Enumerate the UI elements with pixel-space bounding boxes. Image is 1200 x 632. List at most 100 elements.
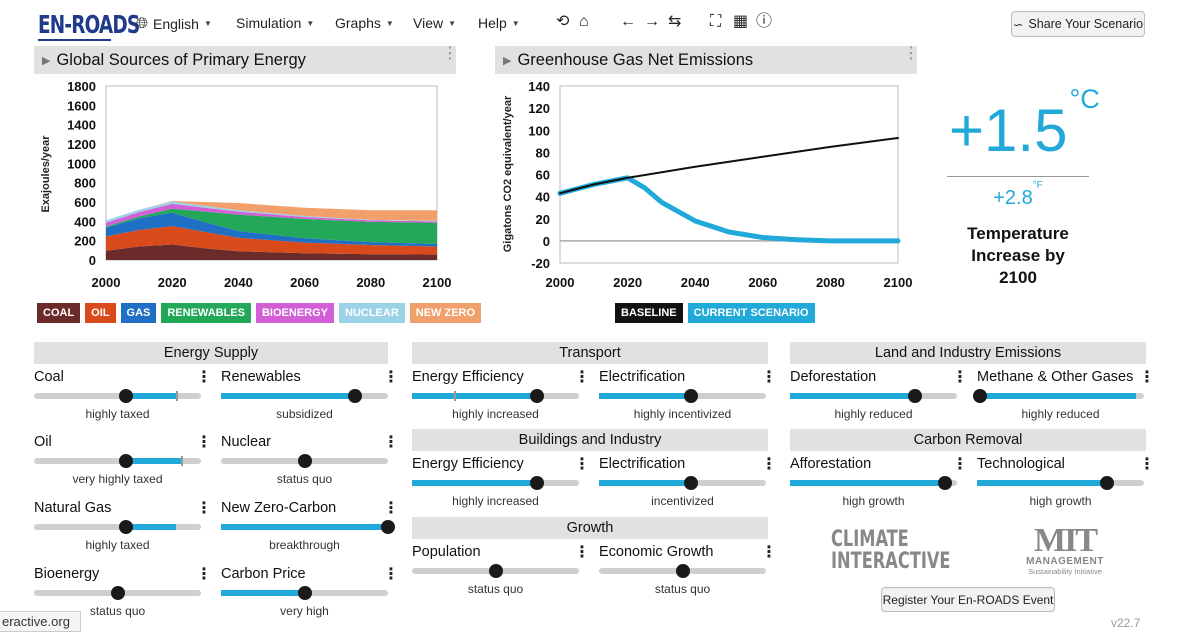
expand-triangle-icon[interactable]: ▶ [42, 54, 51, 67]
slider-menu-kebab-icon[interactable]: ⋮ [196, 369, 212, 386]
slider-label: Afforestation [790, 456, 872, 472]
climate-interactive-logo[interactable]: CLIMATE INTERACTIVE [831, 529, 977, 573]
slider-menu-kebab-icon[interactable]: ⋮ [1139, 369, 1155, 386]
slider-thumb[interactable] [110, 586, 125, 600]
slider-menu-kebab-icon[interactable]: ⋮ [574, 456, 590, 473]
slider-thumb[interactable] [297, 586, 312, 600]
expand-triangle-icon[interactable]: ▶ [503, 54, 512, 67]
slider-thumb[interactable] [938, 476, 953, 490]
legend-baseline[interactable]: BASELINE [615, 303, 683, 323]
slider-menu-kebab-icon[interactable]: ⋮ [574, 544, 590, 561]
slider-thumb[interactable] [118, 520, 133, 534]
slider-track[interactable] [221, 454, 388, 468]
primary-energy-graph-header[interactable]: ▶ Global Sources of Primary Energy ⋮ [34, 45, 458, 74]
slider-label: New Zero-Carbon [221, 500, 337, 516]
legend-renewables[interactable]: RENEWABLES [161, 303, 251, 323]
y-tick-label: 1600 [67, 98, 96, 113]
swap-icon[interactable]: ⇆ [668, 13, 682, 30]
slider-menu-kebab-icon[interactable]: ⋮ [196, 500, 212, 517]
slider-menu-kebab-icon[interactable]: ⋮ [574, 369, 590, 386]
slider-menu-kebab-icon[interactable]: ⋮ [196, 566, 212, 583]
y-tick-label: 0 [89, 253, 96, 268]
emissions-graph-header[interactable]: ▶ Greenhouse Gas Net Emissions ⋮ [495, 45, 919, 74]
slider-menu-kebab-icon[interactable]: ⋮ [761, 456, 777, 473]
en-roads-logo[interactable]: EN-ROADS [38, 10, 140, 39]
mit-management-logo[interactable]: MIT MANAGEMENT Sustainability Initiative [1015, 524, 1115, 577]
slider-menu-kebab-icon[interactable]: ⋮ [383, 369, 399, 386]
slider-track[interactable] [221, 520, 395, 534]
slider-track[interactable] [34, 454, 201, 468]
slider-track[interactable] [34, 520, 201, 534]
graph-menu-kebab-icon[interactable]: ⋮ [903, 45, 919, 62]
slider-thumb[interactable] [381, 520, 395, 534]
legend-gas[interactable]: GAS [120, 303, 157, 323]
slider-thumb[interactable] [488, 564, 503, 578]
slider-thumb[interactable] [1100, 476, 1115, 490]
slider-menu-kebab-icon[interactable]: ⋮ [383, 434, 399, 451]
slider-thumb[interactable] [347, 389, 362, 403]
slider-thumb[interactable] [118, 389, 133, 403]
slider-track[interactable] [34, 586, 201, 600]
slider-menu-kebab-icon[interactable]: ⋮ [952, 369, 968, 386]
slider-thumb[interactable] [973, 389, 988, 403]
legend-oil[interactable]: OIL [85, 303, 116, 323]
slider-menu-kebab-icon[interactable]: ⋮ [196, 434, 212, 451]
home-icon[interactable]: ⌂ [579, 13, 589, 30]
slider-fill [125, 393, 176, 399]
slider-track[interactable] [599, 476, 766, 490]
area-series-oil [106, 226, 437, 255]
simulation-menu[interactable]: Simulation ▼ [236, 15, 314, 31]
slider-track[interactable] [977, 476, 1144, 490]
slider-thumb[interactable] [118, 454, 133, 468]
slider-default-tick [175, 391, 178, 401]
slider-status: highly reduced [1021, 407, 1100, 421]
legend-bioenergy[interactable]: BIOENERGY [255, 303, 334, 323]
info-icon[interactable]: ⓘ [756, 13, 773, 30]
legend-current-scenario[interactable]: CURRENT SCENARIO [687, 303, 815, 323]
area-series-new-zero [106, 201, 437, 221]
slider-thumb[interactable] [530, 389, 545, 403]
slider-menu-kebab-icon[interactable]: ⋮ [761, 544, 777, 561]
slider-thumb[interactable] [683, 476, 698, 490]
slider-menu-kebab-icon[interactable]: ⋮ [383, 566, 399, 583]
slider-menu-kebab-icon[interactable]: ⋮ [1139, 456, 1155, 473]
legend-nuclear[interactable]: NUCLEAR [339, 303, 405, 323]
slider-track[interactable] [412, 389, 579, 403]
slider-thumb[interactable] [683, 389, 698, 403]
graphs-menu-label: Graphs [335, 15, 381, 31]
slider-thumb[interactable] [297, 454, 312, 468]
graph-menu-kebab-icon[interactable]: ⋮ [442, 45, 458, 62]
slider-track[interactable] [221, 389, 388, 403]
slider-track[interactable] [790, 389, 957, 403]
legend-coal[interactable]: COAL [37, 303, 81, 323]
graphs-menu[interactable]: Graphs ▼ [335, 15, 394, 31]
slider-track[interactable] [973, 389, 1144, 403]
share-scenario-button[interactable]: ∽ Share Your Scenario [1011, 11, 1145, 37]
primary-energy-chart[interactable]: 0 200 400 600 800 1000 1200 1400 1600 1800 2000 202… [56, 76, 466, 291]
grid-icon[interactable]: ▦ [733, 13, 749, 30]
slider-menu-kebab-icon[interactable]: ⋮ [383, 500, 399, 517]
slider-thumb[interactable] [908, 389, 923, 403]
register-event-button[interactable]: Register Your En-ROADS Event [881, 587, 1055, 612]
legend-new-zero[interactable]: NEW ZERO [409, 303, 482, 323]
slider-track[interactable] [412, 476, 579, 490]
slider-menu-kebab-icon[interactable]: ⋮ [761, 369, 777, 386]
y-tick-label: 100 [528, 123, 550, 138]
slider-menu-kebab-icon[interactable]: ⋮ [952, 456, 968, 473]
slider-track[interactable] [790, 476, 957, 490]
help-menu[interactable]: Help ▼ [478, 15, 520, 31]
forward-arrow-icon[interactable]: → [644, 13, 660, 30]
back-arrow-icon[interactable]: ← [620, 13, 636, 30]
slider-track[interactable] [34, 389, 201, 403]
language-menu[interactable]: 🌐︎ English ▼ [136, 15, 212, 32]
view-menu[interactable]: View ▼ [413, 15, 456, 31]
slider-track[interactable] [599, 389, 766, 403]
slider-track[interactable] [599, 564, 766, 578]
undo-icon[interactable]: ⟲ [556, 13, 570, 30]
fullscreen-icon[interactable]: ⛶ [710, 13, 722, 30]
slider-track[interactable] [412, 564, 579, 578]
slider-thumb[interactable] [675, 564, 690, 578]
slider-track[interactable] [221, 586, 388, 600]
slider-thumb[interactable] [530, 476, 545, 490]
